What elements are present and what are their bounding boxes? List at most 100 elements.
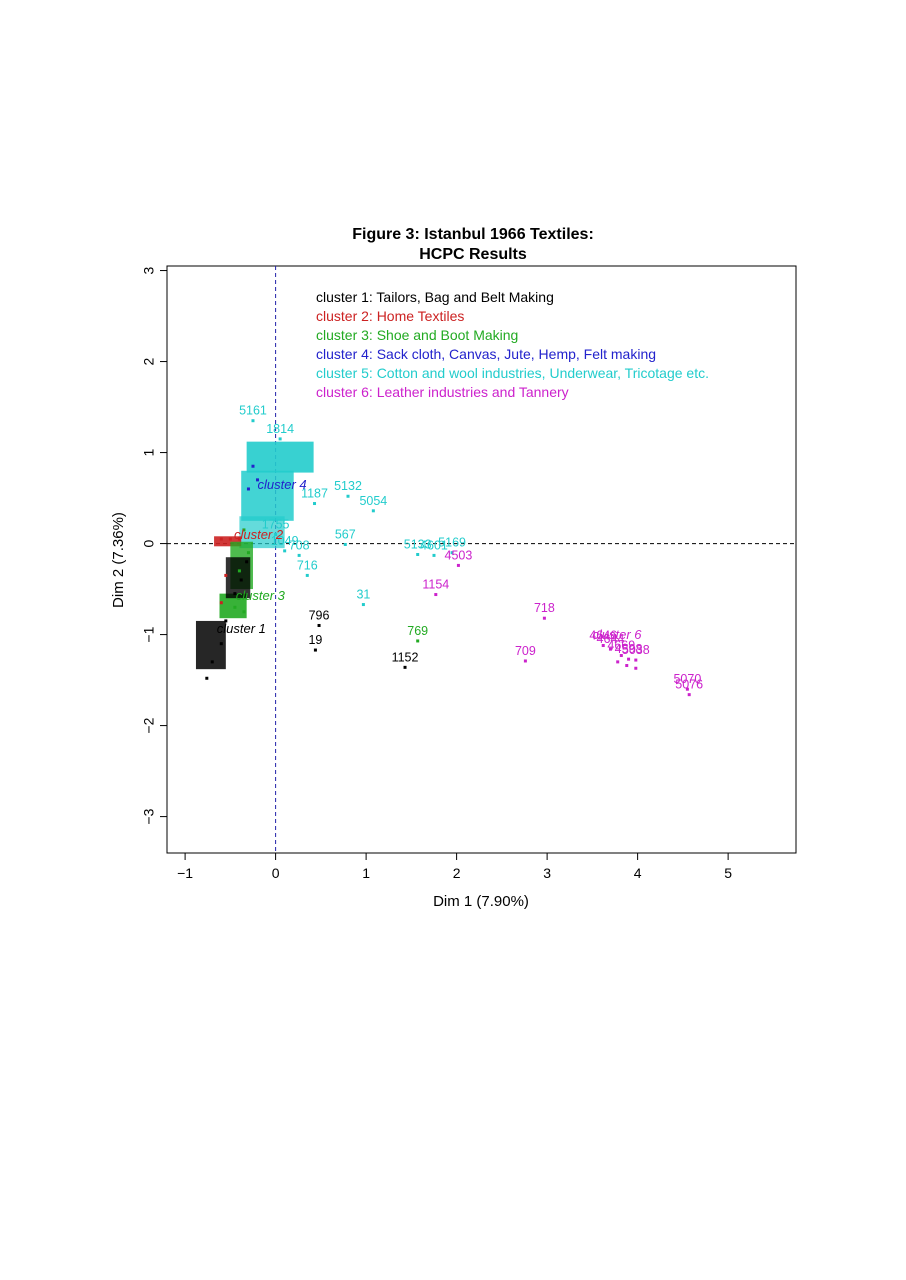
plot-frame [166, 265, 797, 854]
cluster-2-point [228, 537, 232, 541]
cluster-5-point [305, 573, 309, 577]
cluster-1-point [245, 560, 249, 564]
cluster-5-point [278, 437, 282, 441]
y-axis-label: Dim 2 (7.36%) [110, 512, 127, 608]
cluster-2-point-cloud [214, 536, 242, 547]
cluster-5-point [361, 603, 365, 607]
cluster-label: cluster 4 [258, 477, 307, 492]
point-label: 718 [534, 601, 555, 615]
point-label: 5133 [404, 537, 432, 551]
x-axis: −1 0 1 2 3 4 5 [177, 853, 732, 881]
cluster-5-point [371, 509, 375, 513]
cluster-5-point-cloud [241, 470, 294, 521]
cluster-3-point [237, 569, 241, 573]
cluster-1-point [239, 578, 243, 582]
cluster-3-point [416, 639, 420, 643]
cluster-5-point [274, 532, 278, 536]
point-label: 4598 [615, 642, 643, 656]
point-label: 4644 [597, 632, 625, 646]
cluster-6-point [627, 657, 631, 661]
cluster-1-point [233, 592, 237, 596]
point-label: 19 [308, 633, 322, 647]
cluster-6-point [434, 593, 438, 597]
cluster-1-point [210, 660, 214, 664]
point-label: 1049 [271, 534, 299, 548]
legend-entry: cluster 6: Leather industries and Tanner… [316, 384, 569, 400]
cluster-label: cluster 6 [592, 627, 642, 642]
point-label: 769 [407, 624, 428, 638]
x-tick-label: 5 [724, 865, 732, 881]
point-label: 1755 [262, 517, 290, 531]
cluster-5-point [346, 494, 350, 498]
point-label: 4503 [445, 548, 473, 562]
point-label: 796 [309, 608, 330, 622]
cluster-4-point [256, 478, 260, 482]
point-label: 1152 [392, 650, 419, 664]
chart-title-line-2: HCPC Results [419, 246, 527, 263]
cluster-5-point [343, 542, 347, 546]
y-tick-label: 1 [141, 448, 157, 456]
cluster-1-point [403, 665, 407, 669]
x-axis-label: Dim 1 (7.90%) [433, 893, 529, 910]
cluster-3-point [242, 528, 246, 532]
x-tick-label: −1 [177, 865, 193, 881]
cluster-5-point [450, 551, 454, 555]
point-label: 708 [289, 538, 310, 552]
cluster-1-point [313, 648, 317, 652]
cluster-3-point [242, 610, 246, 614]
cluster-4-point [246, 487, 250, 491]
cluster-6-point [634, 666, 638, 670]
x-tick-label: 3 [543, 865, 551, 881]
cluster-5-point [416, 552, 420, 556]
legend-entry: cluster 1: Tailors, Bag and Belt Making [316, 289, 554, 305]
cluster-6-point [616, 660, 620, 664]
y-axis: −3 −2 −1 0 1 2 3 [141, 266, 167, 825]
x-tick-label: 2 [453, 865, 461, 881]
cluster-6-point [523, 659, 527, 663]
point-label: 5038 [622, 643, 650, 657]
point-label: 709 [515, 644, 536, 658]
point-label: 5132 [334, 479, 362, 493]
cluster-1-point [224, 619, 228, 623]
point-label: 5054 [359, 494, 387, 508]
y-tick-label: −3 [141, 808, 157, 824]
point-label: 716 [297, 558, 318, 572]
point-label: 5169 [438, 536, 466, 550]
cluster-2-point [237, 537, 241, 541]
cluster-label: cluster 3 [236, 588, 286, 603]
cluster-2-point [219, 601, 223, 605]
cluster-6-point [634, 658, 638, 662]
legend-entry: cluster 4: Sack cloth, Canvas, Jute, Hem… [316, 346, 656, 362]
point-label: 4601 [420, 538, 448, 552]
y-tick-label: −2 [141, 717, 157, 733]
cluster-6-point [619, 654, 623, 658]
cluster-3-point [233, 605, 237, 609]
cluster-6-point [601, 644, 605, 648]
cluster-2-point [219, 537, 223, 541]
point-label: 5070 [673, 672, 701, 686]
cluster-1-point [219, 642, 223, 646]
data-points: 7961911527695161181411875132505456751334… [205, 404, 703, 697]
cluster-6-point [608, 647, 612, 651]
point-label: 4669 [607, 639, 635, 653]
cluster-1-point-cloud [225, 557, 251, 599]
legend-entry: cluster 5: Cotton and wool industries, U… [316, 365, 709, 381]
point-label: 567 [335, 527, 356, 541]
point-label: 31 [356, 588, 370, 602]
point-label: 4646 [589, 629, 617, 643]
x-tick-label: 0 [272, 865, 280, 881]
cluster-6-point [687, 693, 691, 697]
cluster-6-point [456, 563, 460, 567]
cluster-label: cluster 1 [217, 621, 266, 636]
cluster-6-point [542, 616, 546, 620]
cluster-5-point-cloud [246, 441, 314, 473]
legend-entry: cluster 3: Shoe and Boot Making [316, 327, 518, 343]
cluster-5-point [251, 419, 255, 423]
legend-entry: cluster 2: Home Textiles [316, 308, 464, 324]
legend: cluster 1: Tailors, Bag and Belt Making c… [316, 289, 709, 400]
cluster-5-point [283, 549, 287, 553]
point-label: 5076 [675, 678, 703, 692]
point-label: 1187 [301, 487, 328, 501]
cluster-5-point [432, 553, 436, 557]
